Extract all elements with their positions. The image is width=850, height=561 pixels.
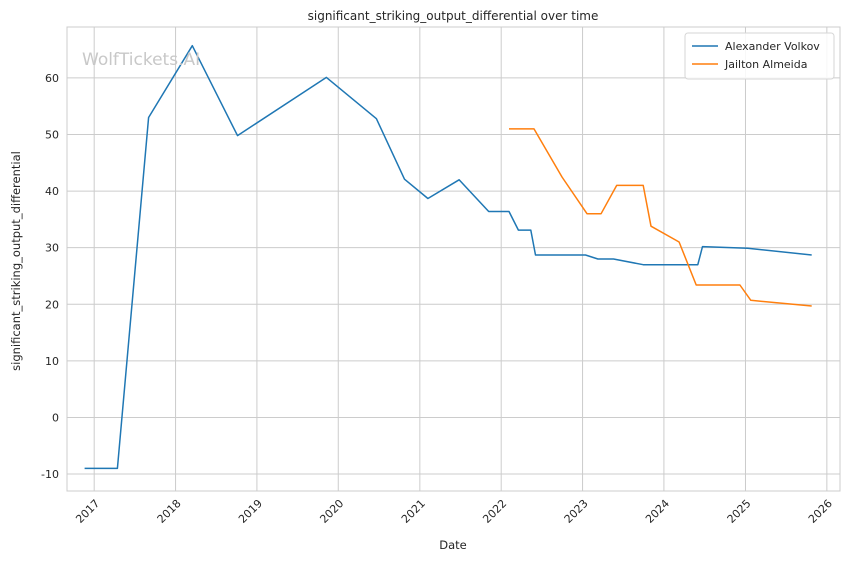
y-tick-label: 20 [45,298,59,311]
legend-label: Alexander Volkov [725,40,820,53]
x-tick-label: 2026 [806,497,835,526]
x-tick-label: 2024 [643,497,672,526]
y-tick-label: 60 [45,72,59,85]
y-axis-title: significant_striking_output_differential [9,151,23,371]
legend: Alexander Volkov Jailton Almeida [684,32,835,80]
x-tick-label: 2018 [155,497,184,526]
y-tick-label: 0 [52,411,59,424]
y-tick-label: -10 [41,468,59,481]
series-line-1 [509,128,812,307]
x-tick-label: 2019 [236,497,265,526]
legend-box [684,32,835,80]
x-tick-label: 2021 [399,497,428,526]
series-line-0 [84,44,812,470]
y-tick-label: 40 [45,185,59,198]
x-tick-label: 2020 [317,497,346,526]
x-axis-title: Date [439,538,467,552]
watermark-text: WolfTickets.AI [82,50,200,70]
grid [67,27,840,491]
y-axis-ticks: -10 0 10 20 30 40 50 60 [41,72,59,481]
series-lines [84,44,812,470]
x-axis-ticks: 2017 2018 2019 2020 2021 2022 2023 2024 2025 2026 [73,497,835,526]
y-tick-label: 10 [45,355,59,368]
y-tick-label: 50 [45,129,59,142]
x-tick-label: 2022 [480,497,509,526]
plot-area-frame [66,26,841,492]
y-tick-label: 30 [45,242,59,255]
legend-label: Jailton Almeida [724,58,807,71]
x-tick-label: 2017 [73,497,102,526]
chart-title: significant_striking_output_differential… [308,9,599,23]
x-tick-label: 2025 [725,497,754,526]
x-tick-label: 2023 [562,497,591,526]
